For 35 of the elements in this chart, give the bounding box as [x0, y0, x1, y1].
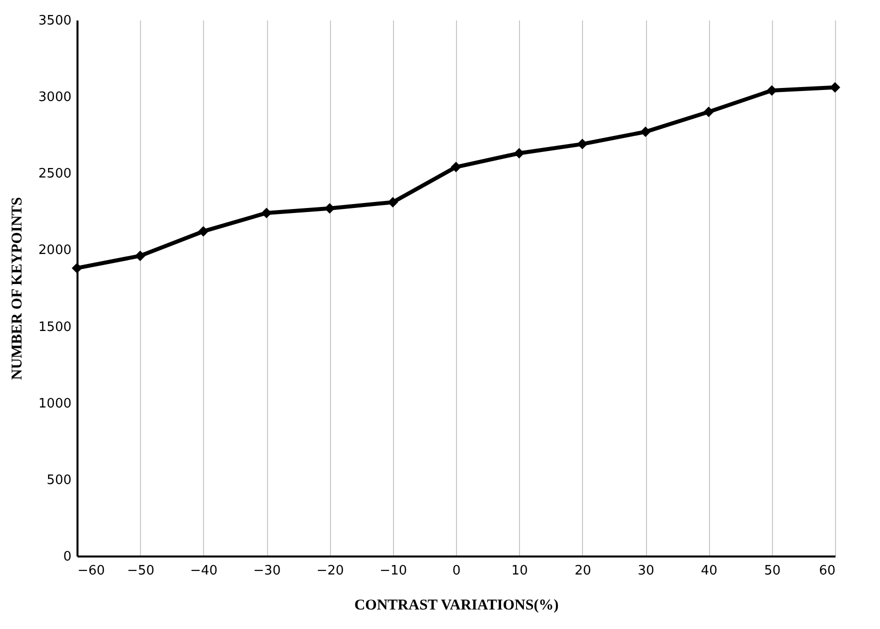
point — [198, 226, 209, 237]
x-tick-label: 20 — [574, 564, 592, 578]
point — [514, 148, 524, 158]
x-tick-label: 10 — [511, 564, 528, 578]
y-tick-label: 1000 — [38, 396, 72, 412]
y-tick-label: 2500 — [38, 166, 72, 182]
x-tick-label: −60 — [78, 564, 105, 578]
point — [577, 138, 588, 150]
point — [830, 82, 840, 93]
point — [640, 126, 651, 138]
x-tick-label: −50 — [126, 564, 154, 578]
point — [134, 250, 146, 262]
x-tick-label: −10 — [380, 564, 408, 578]
x-tick-label: 0 — [452, 564, 461, 578]
x-tick-label: 60 — [818, 564, 836, 578]
x-axis-title: CONTRAST VARIATIONS(%) — [354, 598, 559, 614]
y-tick-label: 3500 — [38, 14, 72, 28]
y-tick-label: 0 — [63, 550, 72, 564]
point — [388, 196, 398, 208]
y-tick-label: 500 — [46, 472, 72, 488]
y-axis-title: NUMBER OF KEYPOINTS — [9, 197, 26, 380]
x-tick-label: −30 — [253, 564, 281, 578]
y-tick-label: 1500 — [38, 320, 72, 335]
point — [72, 262, 82, 274]
x-tick-label: −20 — [316, 564, 344, 578]
point — [703, 106, 714, 118]
point — [261, 208, 272, 218]
point — [324, 203, 335, 214]
point — [450, 162, 462, 172]
y-tick-label: 2000 — [38, 243, 72, 258]
x-tick-label: 50 — [764, 564, 781, 578]
x-tick-label: −40 — [190, 564, 218, 578]
x-tick-label: 40 — [700, 564, 718, 578]
x-tick-label: 30 — [638, 564, 654, 578]
y-tick-label: 3000 — [38, 90, 72, 106]
